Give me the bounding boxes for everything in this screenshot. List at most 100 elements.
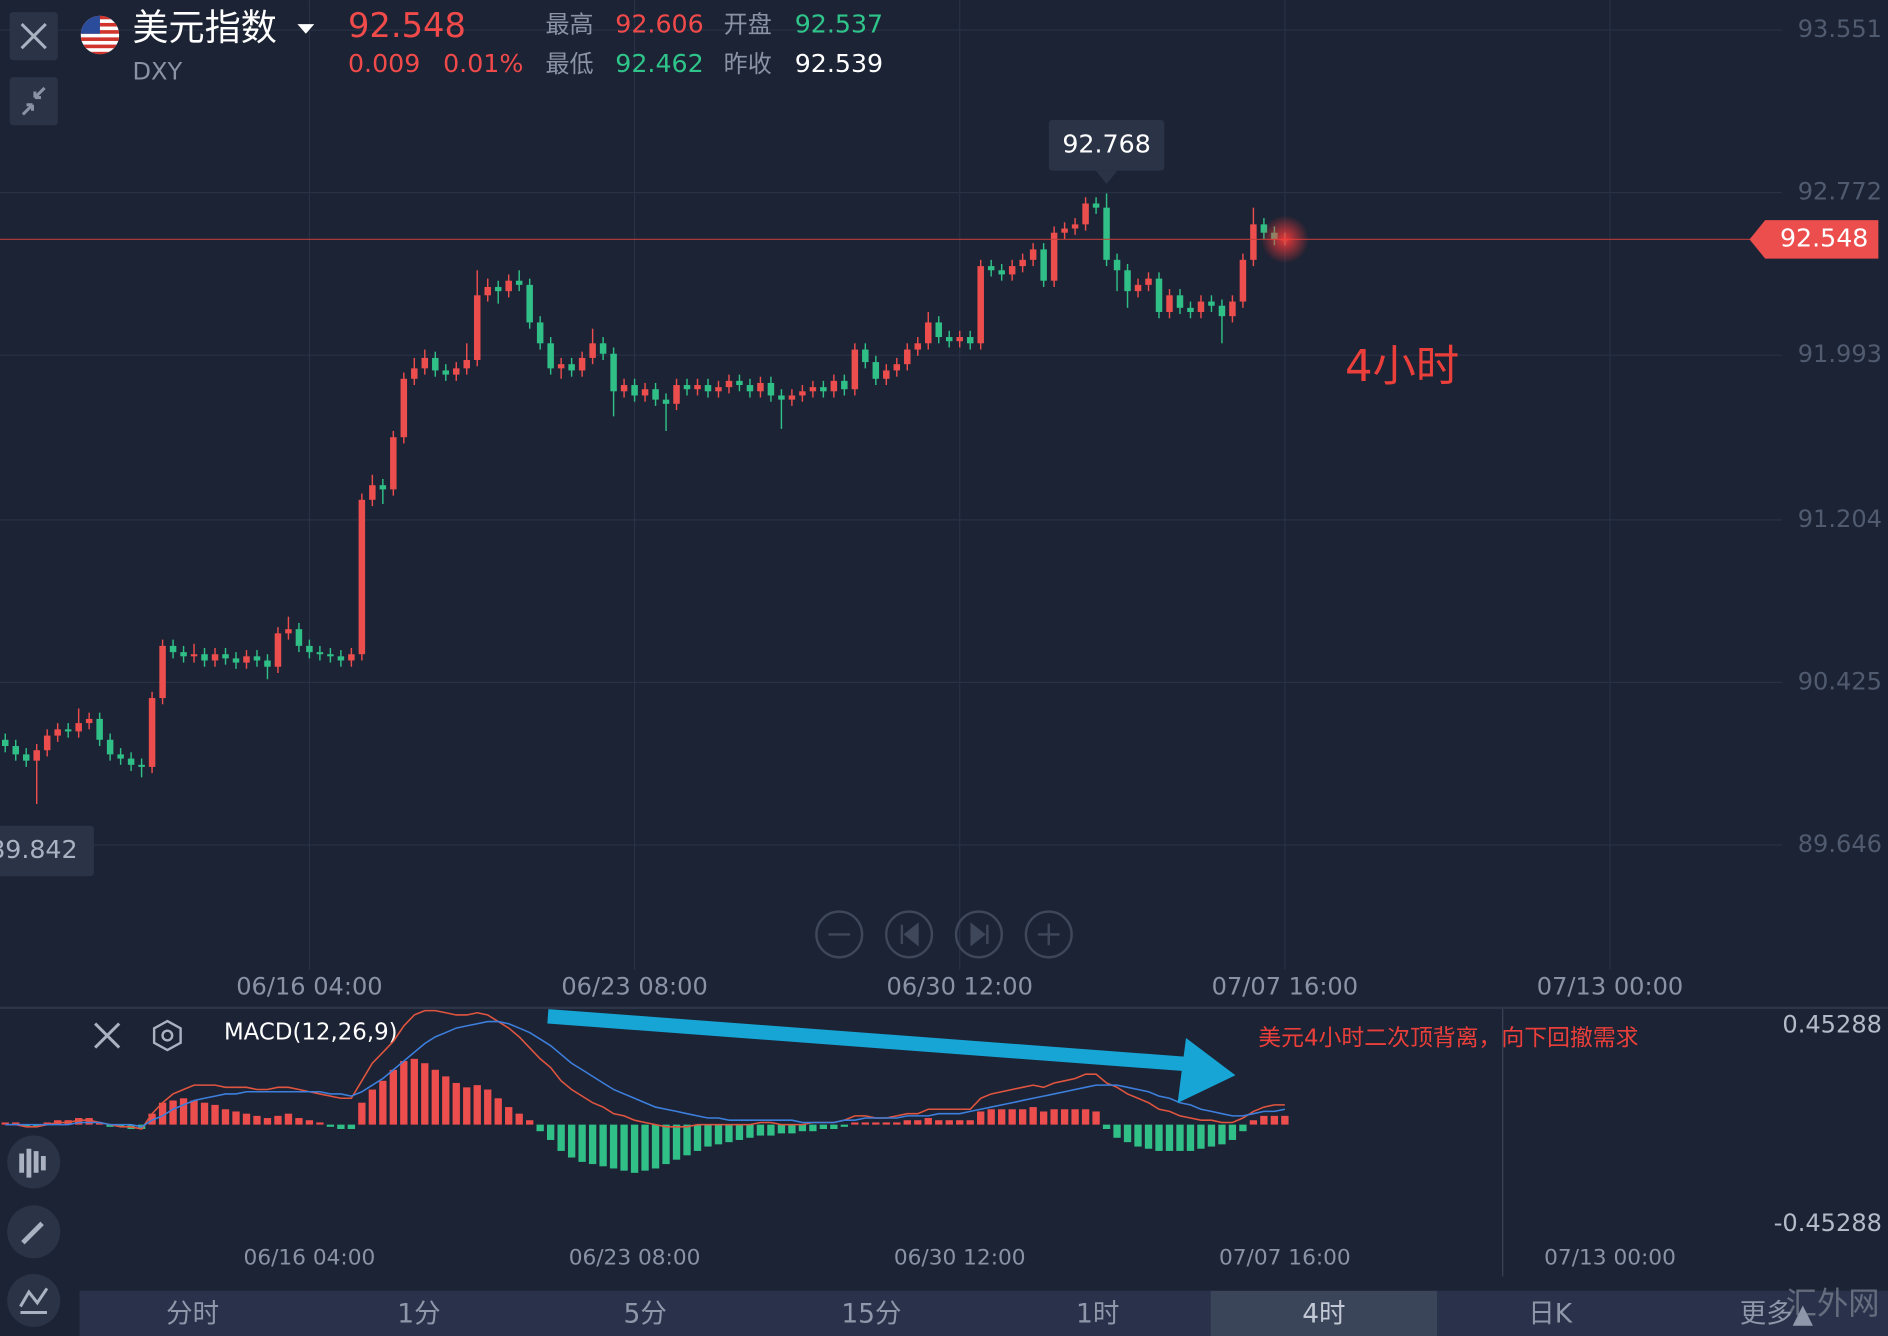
macd-bar [557,1124,565,1151]
tab[interactable] [305,1290,533,1336]
zoom-in-button[interactable] [1024,910,1073,959]
zoom-out-button[interactable] [815,910,864,959]
macd-bar [735,1124,744,1140]
tab[interactable] [758,1290,985,1336]
macd-bar [935,1120,943,1125]
macd-bar [169,1100,177,1125]
scroll-end-button[interactable] [954,910,1003,959]
candle-body [1050,232,1058,281]
macd-bar [924,1118,932,1125]
candle-body [463,359,471,369]
x-tick-label: 06/30 12:00 [894,1245,1026,1270]
macd-chart: 0.45288 -0.45288 06/16 04:00 06/23 08:00 06/… [1,1009,1882,1270]
candle-body [358,499,366,655]
candle-body [264,660,271,667]
macd-bar [588,1124,597,1165]
stat-value: 92.462 [615,49,703,78]
macd-bar [777,1124,786,1134]
last-price-glow [1260,215,1309,264]
macd-bar [1155,1124,1163,1151]
instrument-symbol: DXY [132,57,182,85]
candle-body [1103,207,1110,260]
macd-bar [683,1124,691,1156]
tab[interactable] [79,1290,306,1336]
candle-body [33,750,40,761]
macd-bar [200,1102,209,1125]
tab-label: 4时 [1302,1298,1345,1329]
stat-label: 开盘 [724,10,772,38]
macd-bar [977,1111,985,1125]
macd-bar [305,1120,314,1125]
candle-body [515,280,523,285]
macd-bar [22,1124,30,1127]
candle-body [610,353,617,392]
macd-bar [1008,1109,1016,1125]
macd-bar [809,1124,817,1132]
candle-body [1019,259,1026,267]
candle-body [736,380,743,386]
candle-body [1040,249,1047,281]
macd-bar [819,1124,828,1130]
candle-body [935,322,942,338]
stat-label: 最低 [545,50,593,78]
candle-body [1071,224,1079,229]
macd-bar [840,1124,849,1127]
candle-body [127,758,135,765]
candle-body [631,385,638,396]
candle-body [316,652,324,655]
tab[interactable] [532,1290,759,1336]
tab[interactable] [1663,1290,1888,1336]
candle-body [694,385,701,390]
tab-label: 15分 [841,1298,901,1329]
candle-body [851,349,859,390]
y-tick-label: 91.993 [1798,340,1882,368]
macd-bar [1197,1124,1205,1149]
candle-body [274,633,282,667]
candle-body [578,357,586,371]
tab[interactable] [984,1290,1211,1336]
candle-body [1082,203,1089,225]
macd-bar [693,1124,702,1151]
macd-bar [33,1124,41,1127]
macd-bar [211,1104,219,1125]
candle-body [620,385,628,392]
tab[interactable] [1437,1290,1664,1336]
candle-body [253,656,261,661]
macd-bar [379,1080,387,1125]
macd-close-icon[interactable] [94,1022,121,1049]
tab[interactable] [1210,1290,1438,1336]
macd-bar [609,1124,618,1169]
candle-body [725,380,733,388]
macd-bar [998,1109,1006,1125]
candle-body [43,735,51,751]
candle-body [904,349,911,365]
macd-bar [672,1124,681,1160]
macd-settings-icon[interactable] [152,1019,182,1052]
scroll-start-button[interactable] [885,910,934,959]
macd-bar [1260,1115,1268,1125]
annotation: 美元4小时二次顶背离，向下回撤需求 [1258,1026,1638,1052]
x-tick-label: 07/13 00:00 [1544,1245,1676,1270]
dropdown-icon[interactable] [297,24,315,34]
macd-bar [788,1124,796,1134]
candle-body [704,385,712,392]
collapse-button[interactable] [9,77,58,126]
macd-bar [914,1120,922,1125]
candle-body [945,337,953,342]
candle-body [505,280,512,292]
macd-bar [851,1122,859,1125]
macd-bar [830,1124,838,1130]
macd-bar [1207,1124,1216,1147]
candle-body [169,645,177,653]
candle-body [1166,295,1173,313]
candle-body [285,629,292,634]
y-tick-label: 93.551 [1798,15,1882,43]
stat-label: 昨收 [724,50,772,78]
macd-bar [232,1111,240,1125]
macd-bar [725,1124,733,1143]
macd-bar [1165,1124,1174,1151]
macd-bar [389,1069,397,1125]
